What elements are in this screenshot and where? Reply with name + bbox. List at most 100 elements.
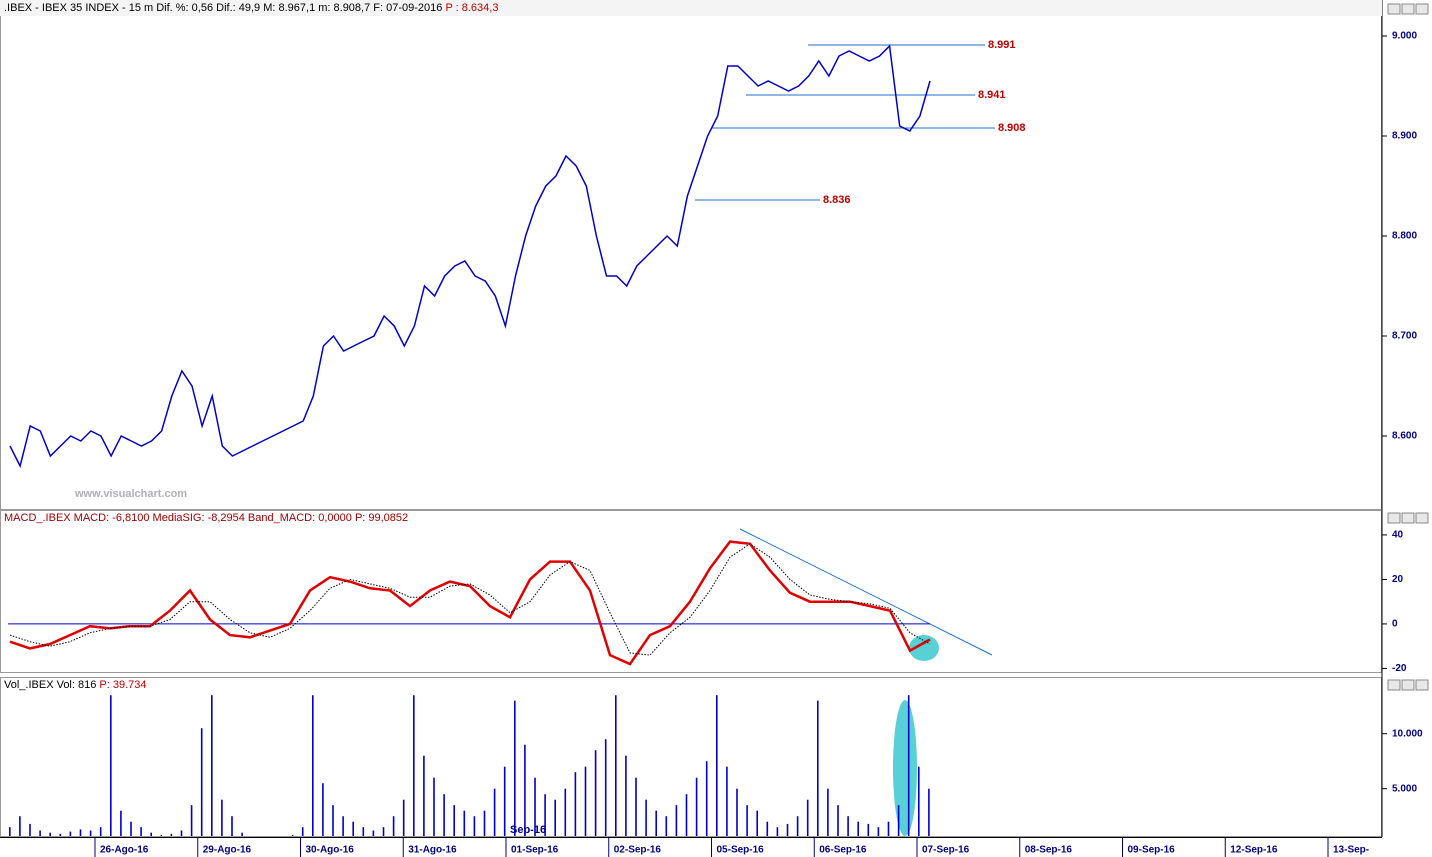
volume-bar [776, 827, 779, 836]
volume-bar [413, 695, 415, 836]
volume-bar [9, 827, 11, 836]
price-header-text: .IBEX - IBEX 35 INDEX - 15 m Dif. %: 0,5… [4, 2, 442, 14]
window-buttons[interactable] [1387, 3, 1429, 691]
volume-bar [69, 831, 72, 836]
volume-bar [635, 777, 637, 836]
volume-bar [675, 805, 678, 836]
volume-bar [200, 728, 203, 836]
volume-bar [342, 816, 344, 836]
x-tick-label: 05-Sep-16 [717, 845, 765, 856]
macd-trendline [739, 528, 993, 656]
volume-bar [645, 799, 647, 836]
volume-bar [514, 700, 516, 836]
y-tick-label: 8.700 [1392, 331, 1417, 342]
volume-bar [877, 827, 880, 836]
volume-bar [897, 805, 900, 836]
y-tick-label: 8.600 [1392, 431, 1417, 442]
x-tick-label: 02-Sep-16 [614, 845, 662, 856]
volume-bar [847, 816, 849, 836]
volume-bar [928, 788, 930, 836]
volume-bar [130, 821, 132, 836]
volume-bar [463, 810, 466, 836]
volume-bar [786, 823, 789, 836]
volume-bar [756, 810, 758, 836]
x-tick-label: 13-Sep- [1333, 845, 1369, 856]
volume-bar [574, 772, 577, 836]
x-tick-label: 06-Sep-16 [819, 845, 867, 856]
x-tick-label: 07-Sep-16 [922, 845, 970, 856]
volume-highlight [893, 700, 917, 836]
volume-bar [19, 816, 21, 836]
volume-bar [544, 794, 546, 836]
y-tick-label: 0 [1392, 619, 1398, 630]
volume-bar [291, 834, 294, 836]
volume-bar [716, 695, 718, 836]
level-label: 8.908 [998, 122, 1026, 134]
volume-bar [190, 805, 193, 836]
y-tick-label: 40 [1392, 530, 1404, 541]
series-line [9, 44, 931, 469]
y-tick-label: 20 [1392, 574, 1404, 585]
volume-bar [49, 832, 51, 836]
volume-bar [362, 827, 365, 836]
volume-bar [39, 830, 41, 836]
y-tick-label: 5.000 [1392, 783, 1417, 794]
macd-header: MACD_.IBEX MACD: -6,8100 MediaSIG: -8,29… [4, 512, 408, 524]
series-line [9, 540, 931, 666]
level-label: 8.941 [978, 89, 1006, 101]
period-label: Sep-16 [510, 824, 546, 836]
volume-bar [534, 777, 536, 836]
x-tick-label: 08-Sep-16 [1025, 845, 1073, 856]
volume-bar [615, 695, 617, 836]
x-tick-label: 31-Ago-16 [408, 845, 457, 856]
volume-bar [817, 700, 819, 836]
volume-header: Vol_.IBEX Vol: 816 P: 39.734 [4, 679, 147, 691]
volume-bar [301, 827, 304, 836]
volume-bar [332, 805, 334, 836]
volume-bar [150, 832, 152, 836]
volume-bar [382, 827, 385, 836]
price-header-bar [0, 0, 1382, 16]
volume-bar [433, 777, 435, 836]
price-header-last: P : 8.634,3 [445, 2, 498, 14]
volume-bar [726, 766, 728, 836]
volume-bar [453, 805, 455, 836]
volume-bar [564, 788, 567, 836]
volume-bar [322, 783, 324, 836]
volume-bar [211, 695, 213, 836]
volume-bar [231, 816, 233, 836]
volume-bar [160, 834, 163, 836]
watermark: www.visualchart.com [74, 488, 187, 500]
volume-bar [352, 821, 354, 836]
volume-bar [493, 788, 496, 836]
volume-bar [665, 816, 668, 836]
volume-bar [140, 827, 142, 836]
volume-bar [806, 799, 809, 836]
volume-bar [443, 794, 445, 836]
volume-bar [705, 761, 708, 836]
y-tick-label: 9.000 [1392, 31, 1417, 42]
volume-header-text: Vol_.IBEX Vol: 816 [4, 679, 96, 691]
volume-bar [483, 810, 486, 836]
x-tick-label: 30-Ago-16 [306, 845, 355, 856]
x-tick-label: 12-Sep-16 [1230, 845, 1278, 856]
volume-bar [655, 810, 657, 836]
volume-bar [524, 744, 526, 836]
volume-bar [867, 823, 870, 836]
volume-bar [625, 755, 627, 836]
volume-bar [120, 810, 122, 836]
volume-bar [372, 830, 375, 836]
level-label: 8.836 [823, 194, 851, 206]
volume-bar [746, 805, 748, 836]
y-tick-label: 10.000 [1392, 728, 1423, 739]
volume-bar [554, 799, 556, 836]
x-tick-label: 01-Sep-16 [511, 845, 559, 856]
series-line [9, 543, 931, 656]
volume-bar [887, 821, 890, 836]
volume-bar [392, 816, 395, 836]
volume-bar [907, 695, 910, 836]
volume-bar [99, 827, 102, 836]
volume-bar [594, 750, 597, 836]
volume-bar [736, 788, 738, 836]
